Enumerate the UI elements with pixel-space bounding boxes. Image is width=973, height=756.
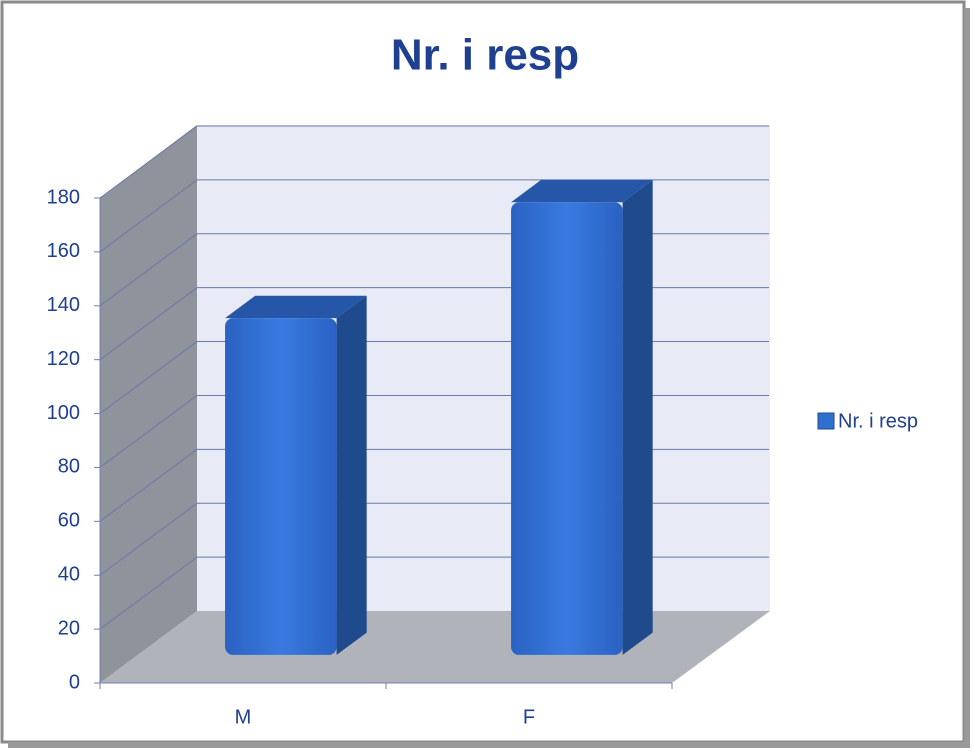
y-tick-label: 0 [69,671,80,693]
floor [100,611,770,683]
x-tick-label: M [235,706,252,728]
y-tick-label: 180 [47,186,80,208]
y-tick-label: 140 [47,294,80,316]
frame-shadow [8,742,968,748]
grid-line [99,395,198,468]
grid-line [99,179,198,253]
y-tick-label: 80 [58,456,80,478]
bar [511,202,623,655]
y-tick-label: 160 [47,240,80,262]
grid-line [99,448,198,522]
grid-line [99,125,198,199]
grid-line [99,341,198,414]
bar-side [336,295,367,655]
legend-swatch [817,412,835,430]
chart-title: Nr. i resp [391,31,579,80]
x-tick-label: F [523,706,535,728]
legend-label: Nr. i resp [838,410,918,432]
bar-top [225,295,367,319]
frame-shadow [964,8,970,748]
side-wall [100,125,197,683]
y-tick-label: 20 [58,617,80,639]
y-tick-label: 100 [47,402,80,424]
bar-top [511,179,653,203]
bar-side [622,179,653,655]
y-tick-label: 40 [58,564,80,586]
y-tick-label: 60 [58,510,80,532]
grid-line [99,287,198,361]
y-tick-label: 120 [47,348,80,370]
bar [225,318,337,655]
grid-line [99,502,198,576]
grid-line [99,233,198,307]
grid-line [99,556,198,630]
